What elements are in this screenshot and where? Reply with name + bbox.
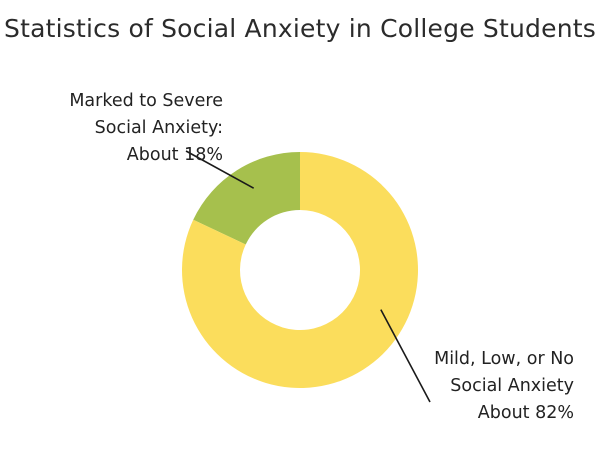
- slice-label-line: Social Anxiety: [450, 376, 574, 396]
- slice-label-marked-severe: Marked to Severe Social Anxiety: About 1…: [18, 88, 223, 169]
- donut-slice-1: [181, 152, 418, 388]
- slice-label-line: Marked to Severe: [69, 91, 223, 111]
- donut-slices: [181, 152, 418, 388]
- slice-label-line: Social Anxiety:: [94, 118, 223, 138]
- slice-label-line: Mild, Low, or No: [434, 349, 574, 369]
- slice-label-line: About 82%: [477, 403, 574, 423]
- slice-label-mild-low-none: Mild, Low, or No Social Anxiety About 82…: [388, 346, 574, 427]
- leader-line-mild-low-none: [380, 309, 431, 403]
- donut-slice-0: [193, 152, 300, 245]
- chart-title: Statistics of Social Anxiety in College …: [4, 14, 596, 43]
- slice-label-line: About 18%: [126, 145, 223, 165]
- leader-line-marked-severe: [185, 150, 255, 189]
- leader-lines: [185, 150, 431, 403]
